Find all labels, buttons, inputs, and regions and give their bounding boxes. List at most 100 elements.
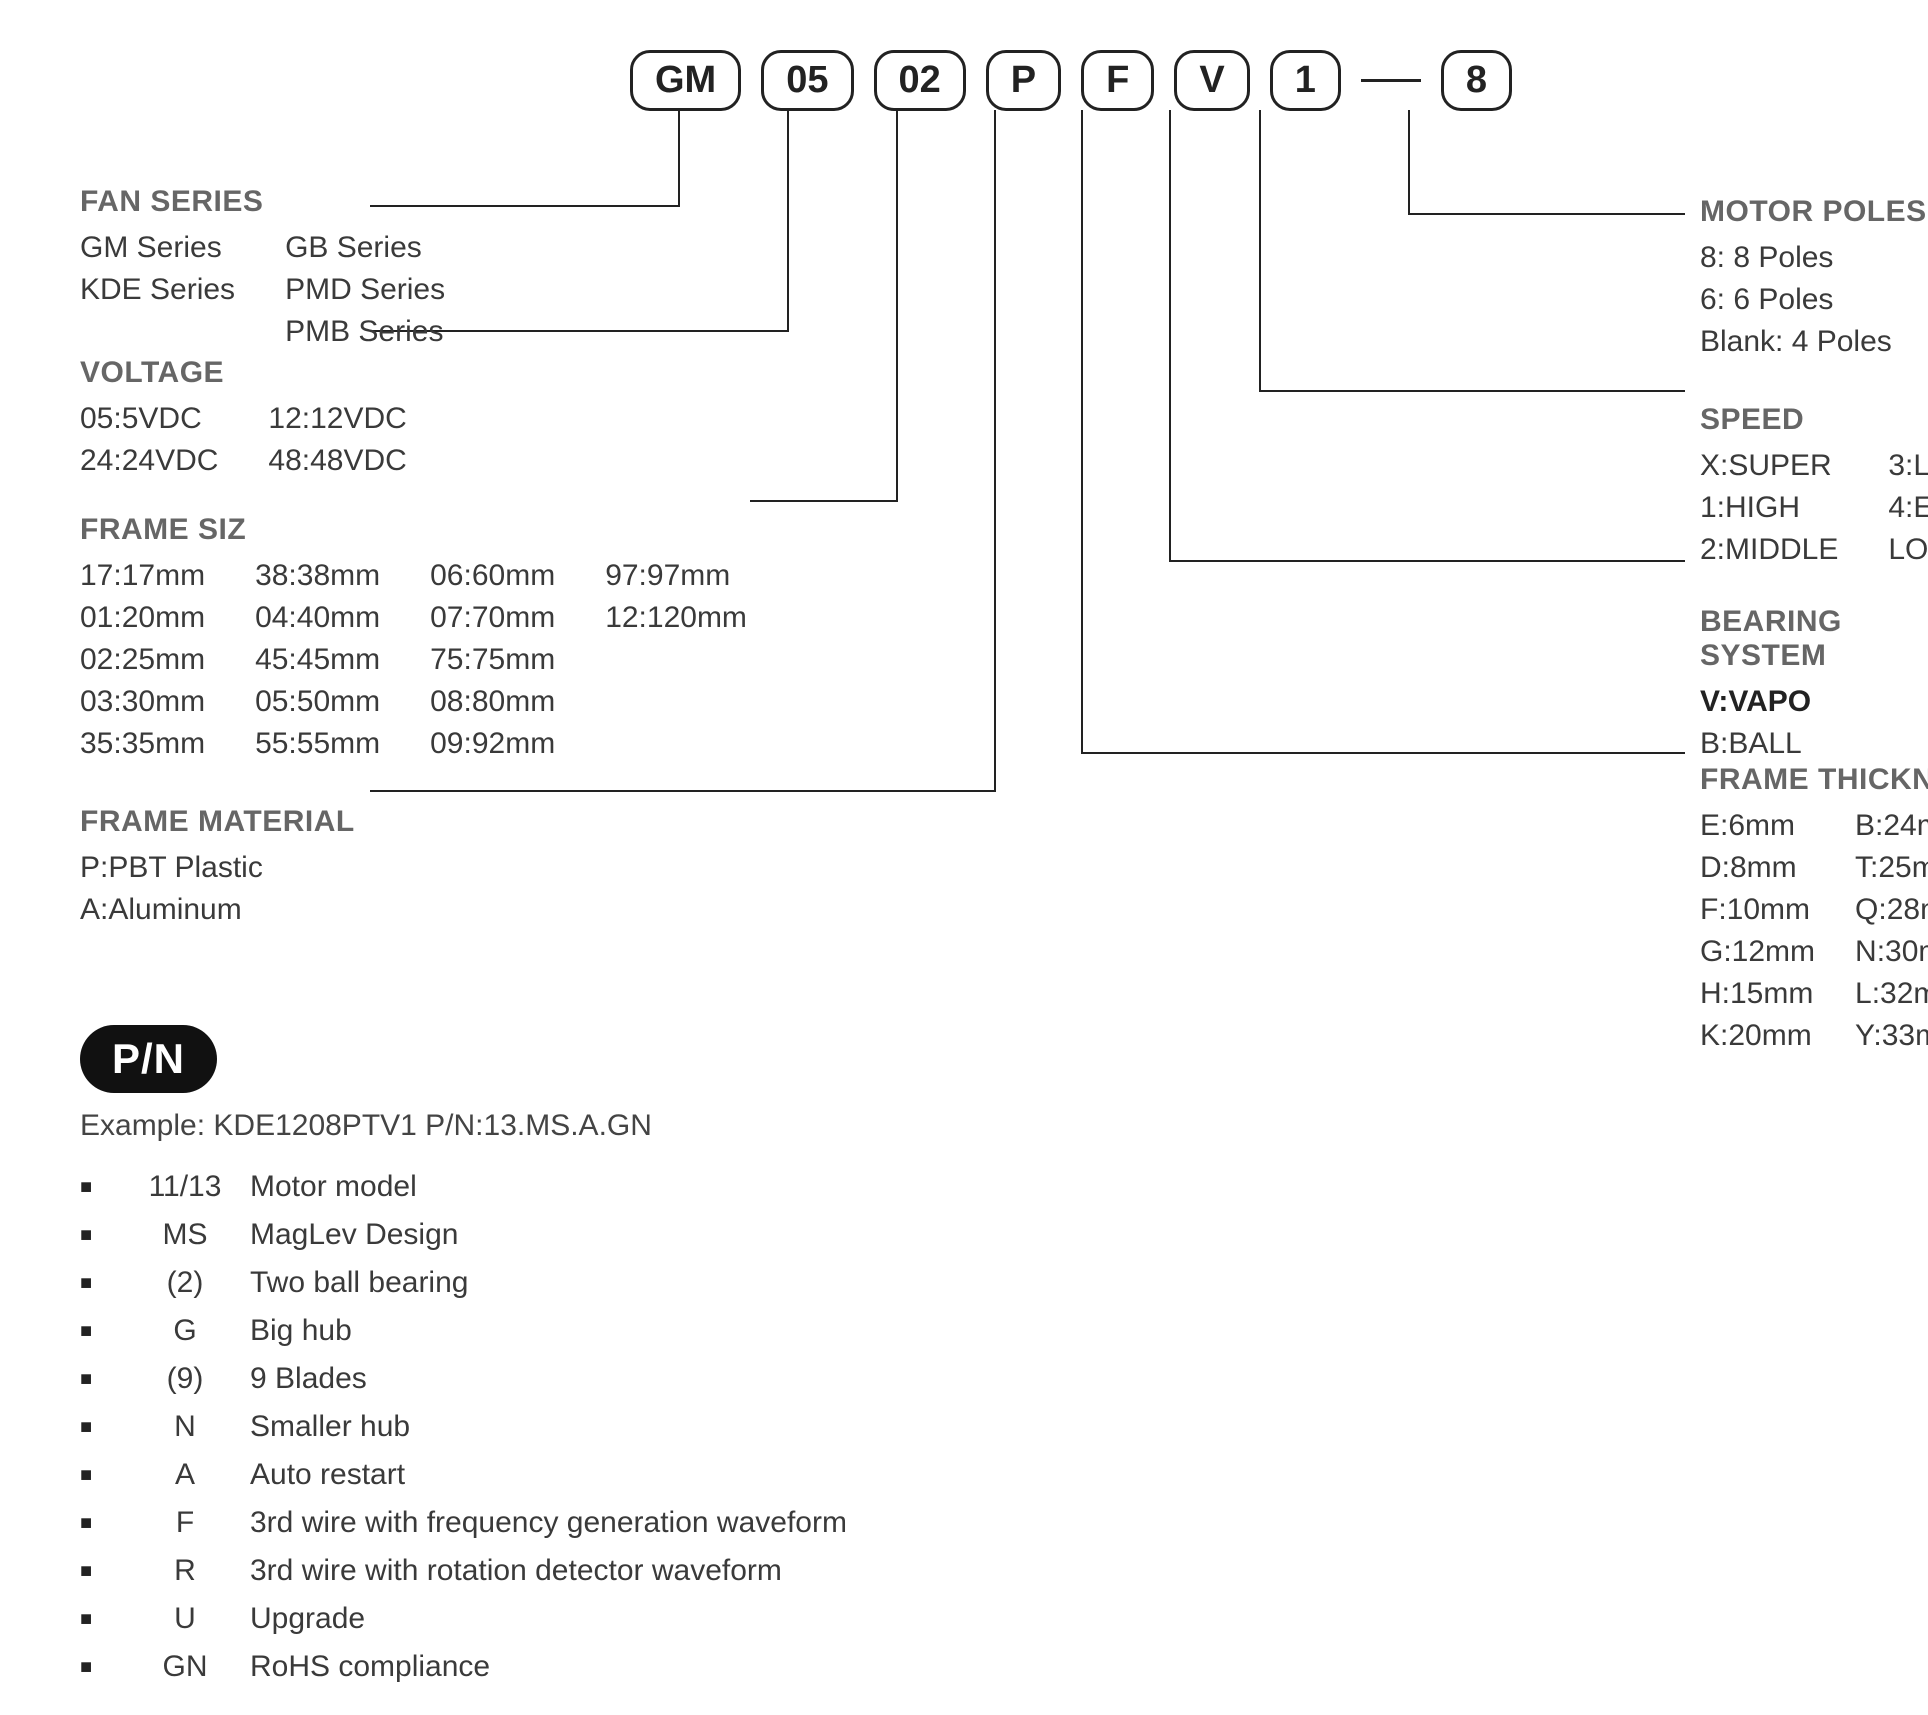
section-item: 6: 6 Poles [1700, 279, 1927, 321]
connector-line [787, 110, 789, 330]
pn-desc: RoHS compliance [250, 1643, 490, 1691]
section-item: 12:120mm [605, 597, 747, 639]
pn-code: G [120, 1307, 250, 1355]
connector-line [994, 110, 996, 790]
section-item: 35:35mm [80, 723, 205, 765]
pn-badge: P/N [80, 1025, 217, 1093]
pn-bullet: ■ [80, 1171, 120, 1203]
section-item: 03:30mm [80, 681, 205, 723]
section-item: 97:97mm [605, 555, 747, 597]
pn-bullet: ■ [80, 1363, 120, 1395]
section-items: 05:5VDC24:24VDC 12:12VDC48:48VDC [80, 398, 407, 482]
section-item: 48:48VDC [268, 440, 406, 482]
section-motor-poles: MOTOR POLES 8: 8 Poles6: 6 PolesBlank: 4… [1700, 195, 1927, 363]
pn-desc: 9 Blades [250, 1355, 367, 1403]
section-item: 17:17mm [80, 555, 205, 597]
section-title: FAN SERIES [80, 185, 445, 219]
section-item: H:15mm [1700, 973, 1815, 1015]
section-title: FRAME MATERIAL [80, 805, 355, 839]
section-title: SPEED [1700, 403, 1928, 437]
section-item: G:12mm [1700, 931, 1815, 973]
pn-bullet: ■ [80, 1219, 120, 1251]
code-1: 05 [761, 50, 853, 111]
section-item: X:SUPER [1700, 445, 1838, 487]
connector-line [1259, 390, 1685, 392]
pn-code: R [120, 1547, 250, 1595]
section-item: Q:28mm [1855, 889, 1928, 931]
section-item: 09:92mm [430, 723, 555, 765]
pn-desc: MagLev Design [250, 1211, 458, 1259]
section-item: Y:33mm [1855, 1015, 1928, 1057]
pn-row: ■MSMagLev Design [80, 1211, 847, 1259]
part-number-code-row: GM 05 02 P F V 1 8 [630, 50, 1512, 111]
pn-row: ■(2)Two ball bearing [80, 1259, 847, 1307]
section-speed: SPEED X:SUPER1:HIGH2:MIDDLE 3:LOW4:EXTRA… [1700, 403, 1928, 571]
section-title: FRAME SIZ [80, 513, 747, 547]
section-item: D:8mm [1700, 847, 1815, 889]
section-items: E:6mmD:8mmF:10mmG:12mmH:15mmK:20mm B:24m… [1700, 805, 1928, 1057]
code-dash [1361, 79, 1421, 82]
section-item: 05:50mm [255, 681, 380, 723]
pn-row: ■GNRoHS compliance [80, 1643, 847, 1691]
section-item: PMB Series [285, 311, 445, 353]
pn-code: A [120, 1451, 250, 1499]
section-title: VOLTAGE [80, 356, 407, 390]
pn-row: ■AAuto restart [80, 1451, 847, 1499]
pn-row: ■NSmaller hub [80, 1403, 847, 1451]
section-item: 8: 8 Poles [1700, 237, 1927, 279]
pn-row: ■(9)9 Blades [80, 1355, 847, 1403]
pn-code: F [120, 1499, 250, 1547]
section-title: MOTOR POLES [1700, 195, 1927, 229]
connector-line [1169, 560, 1685, 562]
section-pn: P/N Example: KDE1208PTV1 P/N:13.MS.A.GN … [80, 1025, 847, 1691]
section-item-bold: V:VAPO [1700, 681, 1928, 723]
pn-bullet: ■ [80, 1603, 120, 1635]
connector-line [1169, 110, 1171, 560]
pn-desc: Two ball bearing [250, 1259, 468, 1307]
section-item: K:20mm [1700, 1015, 1815, 1057]
section-item: 06:60mm [430, 555, 555, 597]
pn-desc: Upgrade [250, 1595, 365, 1643]
pn-row: ■R3rd wire with rotation detector wavefo… [80, 1547, 847, 1595]
pn-desc: 3rd wire with frequency generation wavef… [250, 1499, 847, 1547]
pn-example: Example: KDE1208PTV1 P/N:13.MS.A.GN [80, 1109, 847, 1143]
section-items: X:SUPER1:HIGH2:MIDDLE 3:LOW4:EXTRA LOW [1700, 445, 1928, 571]
section-item: F:10mm [1700, 889, 1815, 931]
code-3: P [986, 50, 1061, 111]
section-item: PMD Series [285, 269, 445, 311]
pn-row: ■11/13Motor model [80, 1163, 847, 1211]
pn-code: (2) [120, 1259, 250, 1307]
pn-code: U [120, 1595, 250, 1643]
connector-line [750, 500, 898, 502]
section-item: 08:80mm [430, 681, 555, 723]
section-item: 2:MIDDLE [1700, 529, 1838, 571]
section-item: 01:20mm [80, 597, 205, 639]
section-item: T:25mm [1855, 847, 1928, 889]
section-item: B:BALL [1700, 723, 1928, 765]
section-frame-thickness: FRAME THICKNESS E:6mmD:8mmF:10mmG:12mmH:… [1700, 763, 1928, 1057]
section-item: L:32mm [1855, 973, 1928, 1015]
section-item: N:30mm [1855, 931, 1928, 973]
section-item: 55:55mm [255, 723, 380, 765]
pn-bullet: ■ [80, 1459, 120, 1491]
section-item: 04:40mm [255, 597, 380, 639]
section-items: 8: 8 Poles6: 6 PolesBlank: 4 Poles [1700, 237, 1927, 363]
pn-code: GN [120, 1643, 250, 1691]
pn-bullet: ■ [80, 1411, 120, 1443]
section-item: 02:25mm [80, 639, 205, 681]
section-item: P:PBT Plastic [80, 847, 355, 889]
section-item: 24:24VDC [80, 440, 218, 482]
section-frame-size: FRAME SIZ 17:17mm01:20mm02:25mm03:30mm35… [80, 513, 747, 765]
pn-bullet: ■ [80, 1315, 120, 1347]
pn-desc: Smaller hub [250, 1403, 410, 1451]
pn-desc: 3rd wire with rotation detector waveform [250, 1547, 782, 1595]
section-item: 1:HIGH [1700, 487, 1838, 529]
section-item: 38:38mm [255, 555, 380, 597]
section-item: GB Series [285, 227, 445, 269]
section-title: BEARING SYSTEM [1700, 605, 1928, 673]
pn-desc: Motor model [250, 1163, 417, 1211]
section-title: FRAME THICKNESS [1700, 763, 1928, 797]
section-item: Blank: 4 Poles [1700, 321, 1927, 363]
pn-code: (9) [120, 1355, 250, 1403]
section-items: GM SeriesKDE Series GB SeriesPMD SeriesP… [80, 227, 445, 353]
